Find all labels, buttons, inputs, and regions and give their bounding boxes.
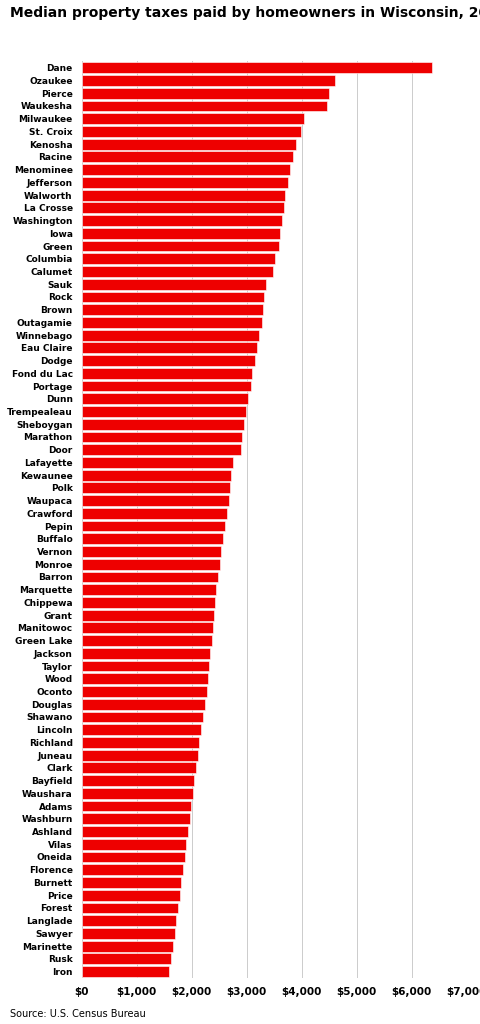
Bar <box>82 407 245 417</box>
Bar <box>82 902 178 913</box>
Bar <box>82 203 284 213</box>
Bar <box>82 787 192 799</box>
Bar <box>82 266 273 276</box>
Bar <box>82 368 252 379</box>
Bar <box>82 241 278 252</box>
Bar <box>82 609 214 621</box>
Bar <box>82 330 259 341</box>
Bar <box>82 534 223 544</box>
Bar <box>82 915 176 926</box>
Bar <box>82 737 199 748</box>
Bar <box>82 189 285 201</box>
Bar <box>82 114 304 124</box>
Bar <box>82 317 262 328</box>
Bar <box>82 546 221 557</box>
Bar <box>82 88 328 98</box>
Bar <box>82 724 201 735</box>
Bar <box>82 520 224 531</box>
Bar <box>82 813 189 824</box>
Bar <box>82 839 186 850</box>
Bar <box>82 635 212 646</box>
Bar <box>82 712 202 722</box>
Bar <box>82 444 240 455</box>
Bar <box>82 648 209 658</box>
Bar <box>82 660 208 672</box>
Bar <box>82 279 265 290</box>
Bar <box>82 967 168 977</box>
Bar <box>82 864 182 876</box>
Bar <box>82 941 173 951</box>
Bar <box>82 686 206 697</box>
Bar <box>82 801 191 811</box>
Bar <box>82 164 289 175</box>
Bar <box>82 852 184 862</box>
Bar <box>82 253 275 264</box>
Bar <box>82 126 300 137</box>
Bar <box>82 890 179 900</box>
Bar <box>82 342 256 353</box>
Bar <box>82 292 264 302</box>
Bar <box>82 470 231 480</box>
Bar <box>82 597 215 608</box>
Bar <box>82 355 254 366</box>
Bar <box>82 623 213 633</box>
Bar <box>82 953 171 965</box>
Bar <box>82 585 216 595</box>
Bar <box>82 393 247 404</box>
Bar <box>82 62 431 73</box>
Bar <box>82 304 263 315</box>
Bar <box>82 571 217 583</box>
Text: Source: U.S. Census Bureau: Source: U.S. Census Bureau <box>10 1009 145 1019</box>
Bar <box>82 928 174 939</box>
Bar <box>82 75 334 86</box>
Bar <box>82 152 293 163</box>
Bar <box>82 419 244 430</box>
Polygon shape <box>425 999 458 1016</box>
Bar <box>82 508 227 519</box>
Bar <box>82 457 232 468</box>
Bar <box>82 100 327 112</box>
Bar <box>82 559 219 569</box>
Bar <box>82 750 197 761</box>
Bar <box>82 826 188 837</box>
Bar <box>82 698 205 710</box>
Bar <box>82 228 279 239</box>
Bar <box>82 775 194 786</box>
Text: Median property taxes paid by homeowners in Wisconsin, 2022: Median property taxes paid by homeowners… <box>10 5 480 19</box>
Bar <box>82 177 288 187</box>
Bar <box>82 674 207 684</box>
Bar <box>82 381 250 391</box>
Bar <box>82 496 228 506</box>
Bar <box>82 763 196 773</box>
Bar <box>82 139 296 150</box>
Bar <box>82 431 242 442</box>
Bar <box>82 877 181 888</box>
Bar <box>82 215 282 226</box>
Bar <box>82 482 230 494</box>
